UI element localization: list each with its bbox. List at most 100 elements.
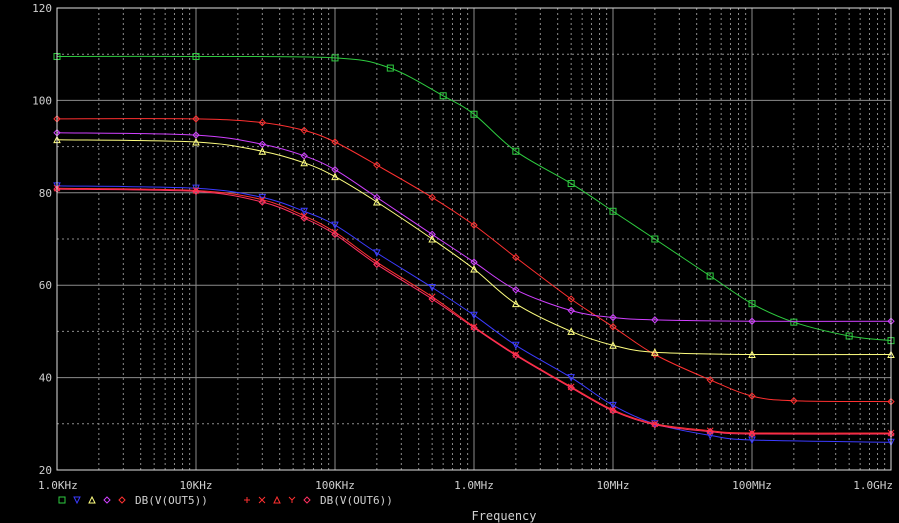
y-tick-label: 120 <box>32 2 52 15</box>
marker-diamond <box>428 295 436 303</box>
x-axis-label: Frequency <box>471 509 536 523</box>
marker-triangle-up <box>512 299 520 308</box>
grid-lines <box>57 8 891 470</box>
series-1 <box>53 115 895 406</box>
marker-diamond <box>567 295 575 303</box>
marker-diamond <box>470 221 478 229</box>
y-axis-ticks: 20 40 60 80 100 120 <box>32 2 52 477</box>
marker-diamond <box>258 198 267 206</box>
marker-square <box>609 207 617 215</box>
series-line <box>56 188 892 435</box>
marker-triangle-down <box>73 496 81 505</box>
marker-diamond <box>300 126 308 135</box>
marker-diamond <box>609 313 617 322</box>
marker-triangle-up <box>470 264 478 273</box>
marker-diamond <box>748 392 756 400</box>
marker-diamond <box>706 427 714 436</box>
marker-diamond <box>512 253 520 262</box>
marker-triangle-down <box>331 221 339 230</box>
marker-triangle-up <box>748 350 756 358</box>
marker-diamond <box>512 286 520 294</box>
marker-triangle-up <box>567 327 575 335</box>
marker-square <box>845 332 853 340</box>
marker-square <box>567 180 575 188</box>
marker-plus <box>244 497 250 503</box>
x-tick-label: 100KHz <box>315 479 355 492</box>
marker-diamond <box>470 323 478 332</box>
marker-diamond <box>373 193 381 202</box>
marker-square <box>651 235 659 243</box>
marker-triangle-up <box>651 348 659 356</box>
y-tick-label: 40 <box>39 372 52 385</box>
series-layer <box>53 53 895 447</box>
marker-triangle-up <box>273 495 281 504</box>
marker-x <box>258 496 266 504</box>
marker-diamond <box>428 230 436 239</box>
marker-square <box>470 110 478 118</box>
marker-square <box>790 318 798 326</box>
marker-square <box>439 92 447 100</box>
marker-triangle-up <box>428 234 436 243</box>
marker-diamond <box>192 115 200 123</box>
x-tick-label: 100MHz <box>732 479 772 492</box>
marker-triangle-down <box>373 249 381 257</box>
series-line <box>56 139 892 356</box>
marker-triangle-down <box>512 341 520 350</box>
y-tick-label: 80 <box>39 187 52 200</box>
marker-diamond <box>118 496 126 504</box>
series-3 <box>53 135 895 358</box>
marker-triangle-up <box>192 137 200 146</box>
marker-diamond <box>748 317 756 325</box>
marker-triangle-down <box>300 207 308 216</box>
marker-square <box>192 53 200 61</box>
marker-triangle-up <box>88 495 96 504</box>
marker-square <box>748 300 756 308</box>
legend-label: DB(V(OUT5)) <box>135 494 208 507</box>
marker-diamond <box>651 316 659 324</box>
marker-square <box>331 54 339 62</box>
x-tick-label: 1.0MHz <box>454 479 494 492</box>
x-tick-label: 1.0GHz <box>853 479 893 492</box>
marker-diamond <box>331 230 339 239</box>
marker-triangle-down <box>470 311 478 320</box>
marker-diamond <box>103 496 111 504</box>
marker-diamond <box>706 376 714 384</box>
marker-diamond <box>748 430 756 438</box>
marker-diamond <box>609 407 617 415</box>
marker-square <box>706 272 714 280</box>
marker-triangle-down <box>258 193 267 202</box>
marker-diamond <box>331 138 339 146</box>
marker-diamond <box>300 214 308 222</box>
y-tick-label: 20 <box>39 464 52 477</box>
marker-diamond <box>790 396 798 405</box>
marker-triangle-up <box>300 158 308 167</box>
marker-triangle-up <box>609 341 617 349</box>
marker-triangle-down <box>192 184 200 193</box>
y-tick-label: 60 <box>39 279 52 292</box>
marker-diamond <box>192 187 200 196</box>
marker-diamond <box>428 193 436 202</box>
marker-triangle-down <box>609 401 617 410</box>
marker-square <box>386 64 394 72</box>
x-tick-label: 10KHz <box>179 479 212 492</box>
marker-square <box>512 147 520 155</box>
x-axis-ticks: 1.0KHz 10KHz 100KHz 1.0MHz 10MHz 100MHz 1.0GHz <box>38 479 893 492</box>
legend-label: DB(V(OUT6)) <box>320 494 393 507</box>
series-line <box>56 55 892 342</box>
marker-diamond <box>609 323 617 331</box>
legend: DB(V(OUT5)) DB(V(OUT6)) <box>58 494 393 507</box>
marker-triangle-down <box>428 284 436 292</box>
x-tick-label: 1.0KHz <box>38 479 78 492</box>
marker-y <box>288 496 296 503</box>
plot-frame <box>56 7 892 471</box>
marker-square <box>58 496 66 504</box>
marker-diamond <box>567 384 575 392</box>
marker-diamond <box>651 421 659 429</box>
marker-diamond <box>373 260 381 269</box>
marker-triangle-up <box>331 172 339 181</box>
marker-triangle-down <box>567 374 575 382</box>
series-6 <box>53 185 895 438</box>
y-tick-label: 100 <box>32 94 52 107</box>
